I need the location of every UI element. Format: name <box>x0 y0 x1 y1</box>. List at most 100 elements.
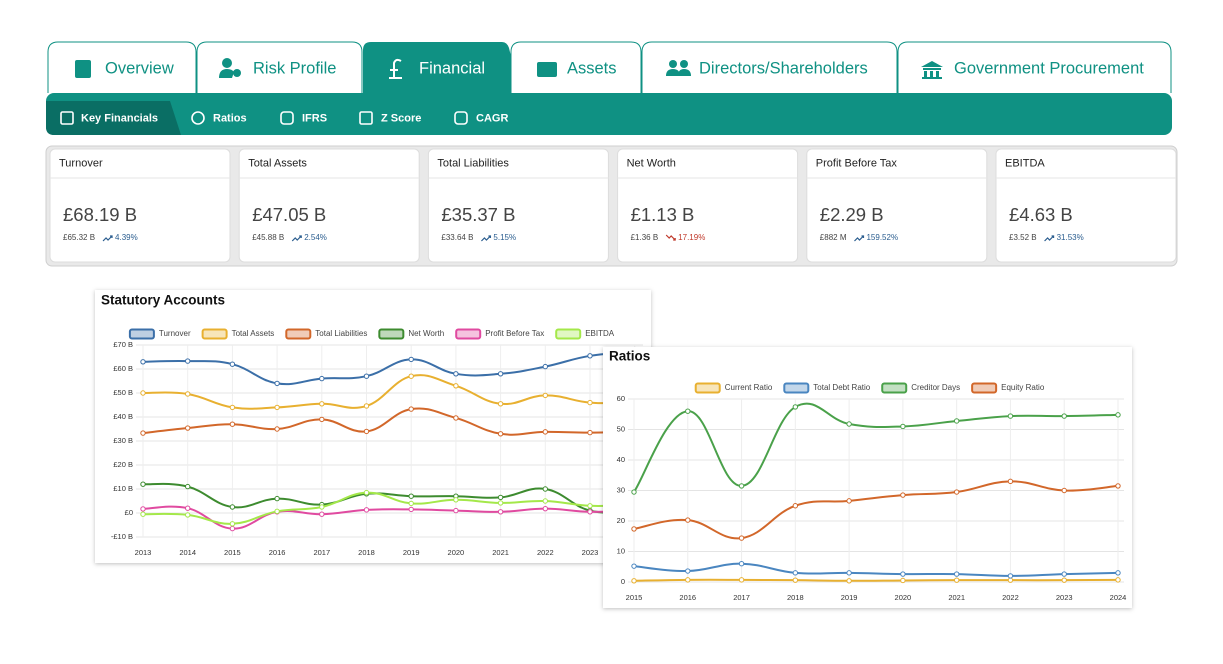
data-point <box>846 570 852 576</box>
data-point <box>363 403 370 409</box>
data-point <box>953 577 960 583</box>
card-change: 159.52% <box>866 233 898 242</box>
y-tick-label: £50 B <box>113 388 133 397</box>
data-point <box>738 535 745 541</box>
legend-swatch <box>694 382 721 394</box>
y-tick-label: 20 <box>617 516 625 525</box>
x-tick-label: 2022 <box>1002 593 1019 602</box>
data-point <box>497 494 504 501</box>
icon <box>60 111 74 125</box>
x-tick-label: 2019 <box>841 593 858 602</box>
data-point <box>846 498 852 504</box>
data-point <box>453 415 459 421</box>
x-tick-label: 2018 <box>787 593 804 602</box>
chart-title: Statutory Accounts <box>101 293 225 308</box>
subtab-label[interactable]: Z Score <box>381 112 421 124</box>
data-point <box>542 392 548 399</box>
data-point <box>274 495 280 502</box>
x-tick-label: 2021 <box>948 593 965 602</box>
data-point <box>738 577 745 583</box>
y-tick-label: 50 <box>617 424 625 433</box>
data-point <box>408 406 414 412</box>
tab-label[interactable]: Overview <box>105 59 174 77</box>
tab-active[interactable] <box>363 42 520 93</box>
icon <box>666 69 691 76</box>
series-line <box>142 374 635 410</box>
card <box>49 148 231 263</box>
y-tick-label: £70 B <box>113 340 133 349</box>
y-tick-label: 0 <box>621 577 625 586</box>
tab[interactable] <box>897 41 1172 93</box>
data-point <box>497 509 504 515</box>
y-tick-label: £40 B <box>113 412 133 421</box>
data-point <box>1115 412 1121 418</box>
x-tick-label: 2017 <box>733 593 750 602</box>
data-point <box>229 361 236 367</box>
data-point <box>453 383 459 389</box>
data-point <box>792 404 799 410</box>
x-tick-label: 2020 <box>448 548 465 557</box>
data-point <box>542 363 548 370</box>
data-point <box>631 578 637 584</box>
data-point <box>363 489 370 496</box>
data-point <box>542 505 548 512</box>
y-tick-label: 30 <box>617 485 625 494</box>
tab-label[interactable]: Government Procurement <box>954 59 1144 77</box>
card <box>427 148 609 263</box>
icon <box>233 69 241 77</box>
tab[interactable] <box>641 41 898 93</box>
icon <box>454 111 468 125</box>
data-point <box>631 489 637 495</box>
tab-label[interactable]: Directors/Shareholders <box>699 59 868 77</box>
data-point <box>900 423 906 430</box>
data-point <box>685 517 691 523</box>
data-point <box>319 401 325 407</box>
card-label: Total Liabilities <box>437 157 509 169</box>
tab-label[interactable]: Assets <box>567 59 617 77</box>
data-point <box>319 375 325 382</box>
data-point <box>453 371 459 377</box>
legend: Turnover Total Assets Total Liabilities Net… <box>128 328 615 340</box>
tab-label[interactable]: Financial <box>419 59 485 77</box>
data-point <box>542 498 548 504</box>
data-point <box>497 401 504 407</box>
tab[interactable] <box>196 41 363 93</box>
data-point <box>274 426 280 432</box>
subtab-label[interactable]: Ratios <box>213 112 247 124</box>
card-label: Turnover <box>59 157 103 169</box>
legend-swatch <box>455 328 482 340</box>
subtab-label[interactable]: Key Financials <box>81 112 158 124</box>
icon <box>359 111 373 125</box>
card-change: 5.15% <box>493 233 516 242</box>
subtab-icons <box>60 111 468 125</box>
tab[interactable] <box>510 41 642 93</box>
subtab-label[interactable]: CAGR <box>476 112 508 124</box>
trend-icon <box>102 235 113 242</box>
trend-icon <box>665 234 676 241</box>
legend-label: Net Worth <box>408 329 444 338</box>
y-tick-label: £30 B <box>113 436 133 445</box>
legend-swatch <box>378 328 405 340</box>
card-label: Total Assets <box>248 157 307 169</box>
legend: Current Ratio Total Debt Ratio Creditor Da… <box>694 382 1045 394</box>
subtab-label[interactable]: IFRS <box>302 112 327 124</box>
data-point <box>792 577 799 583</box>
series-line <box>142 351 635 386</box>
tab[interactable] <box>47 41 197 93</box>
card-value: £35.37 B <box>441 204 515 225</box>
data-point <box>685 577 691 583</box>
tab-label[interactable]: Risk Profile <box>253 59 336 77</box>
data-point <box>185 505 191 511</box>
chart-title: Ratios <box>609 349 650 364</box>
data-point <box>846 421 852 427</box>
legend-label: Total Assets <box>232 329 275 338</box>
icon <box>219 69 234 78</box>
data-point <box>185 512 191 518</box>
card-label: Profit Before Tax <box>816 157 898 169</box>
data-point <box>953 418 960 424</box>
data-point <box>1061 571 1067 577</box>
y-tick-label: 60 <box>617 394 625 403</box>
series-line <box>142 407 635 436</box>
card-value: £47.05 B <box>252 204 326 225</box>
